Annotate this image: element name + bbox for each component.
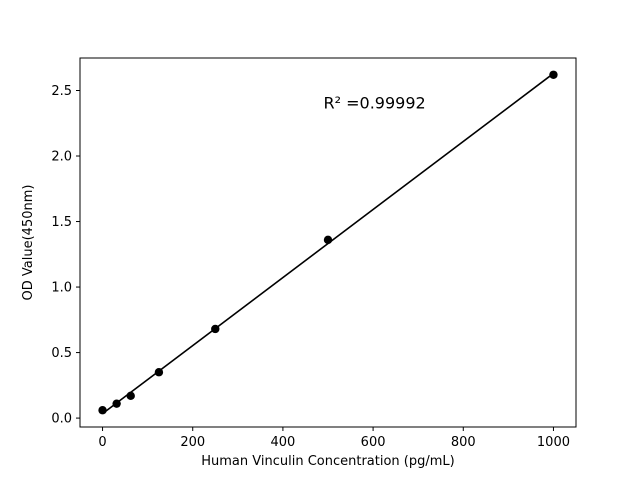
- data-point: [323, 235, 333, 245]
- y-tick-label: 0.5: [51, 346, 72, 361]
- x-tick-label: 0: [98, 435, 106, 450]
- plot-border: [79, 57, 577, 428]
- y-tick-label: 0.0: [51, 412, 72, 427]
- y-tick-label: 2.0: [51, 150, 72, 165]
- data-point: [549, 70, 558, 79]
- x-tick-label: 600: [361, 435, 386, 450]
- data-point: [112, 399, 121, 408]
- data-point: [126, 391, 135, 401]
- y-tick-label: 1.5: [51, 215, 72, 230]
- x-axis-label: Human Vinculin Concentration (pg/mL): [201, 454, 455, 469]
- x-tick-label: 800: [451, 435, 476, 450]
- data-point: [98, 406, 107, 415]
- x-tick-label: 400: [270, 435, 295, 450]
- data-point: [154, 368, 164, 377]
- y-axis-label: OD Value(450nm): [21, 185, 36, 301]
- x-tick-label: 200: [180, 435, 205, 450]
- x-tick-label: 1000: [537, 435, 570, 450]
- y-tick-label: 2.5: [51, 84, 72, 99]
- r-squared-annotation: R² =0.99992: [323, 94, 425, 113]
- data-point: [211, 324, 220, 334]
- y-tick-label: 1.0: [51, 281, 72, 296]
